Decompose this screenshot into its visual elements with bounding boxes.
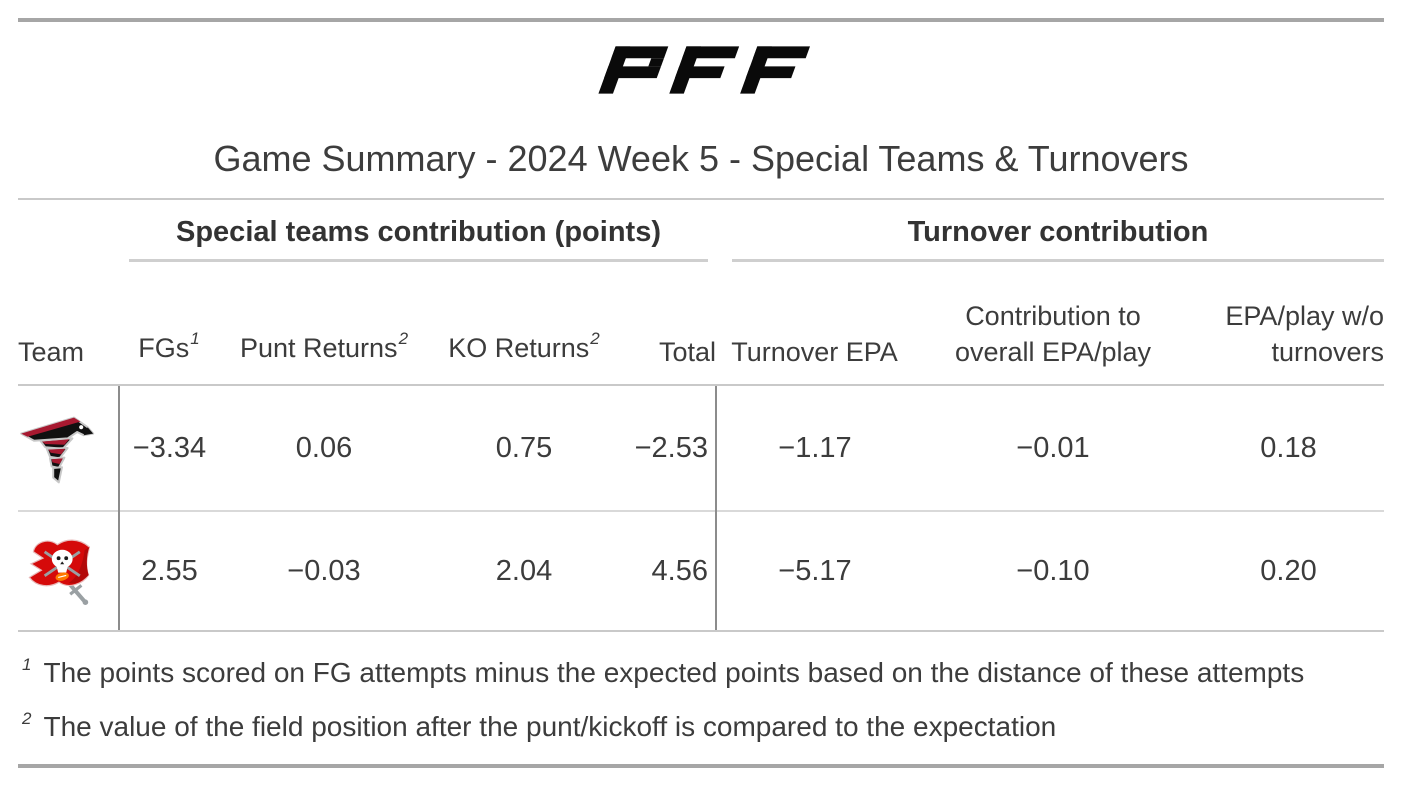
footnote-ref-2: 2 bbox=[398, 329, 409, 348]
page-title: Game Summary - 2024 Week 5 - Special Tea… bbox=[213, 138, 1189, 179]
table-row-falcons: −3.34 0.06 0.75 −2.53 −1.17 −0.01 0.18 bbox=[18, 385, 1384, 511]
cell-buccaneers-punt-returns: −0.03 bbox=[219, 510, 429, 632]
column-header-ko-returns-label: KO Returns bbox=[448, 333, 590, 363]
footnote-1-text: The points scored on FG attempts minus t… bbox=[43, 657, 1305, 688]
cell-falcons-epa-wo: 0.18 bbox=[1260, 431, 1317, 464]
cell-falcons-turnover-epa: −1.17 bbox=[778, 431, 852, 464]
column-header-total: Total bbox=[619, 262, 716, 386]
column-header-turnover-epa: Turnover EPA bbox=[716, 262, 913, 386]
group-label-turnover: Turnover contribution bbox=[732, 202, 1384, 262]
group-label-special-teams: Special teams contribution (points) bbox=[129, 202, 708, 262]
footnote-ref-2: 2 bbox=[590, 329, 600, 348]
team-cell-falcons bbox=[18, 385, 120, 511]
group-header-spacer bbox=[18, 200, 119, 262]
table-row-buccaneers: 2.55 −0.03 2.04 4.56 −5.17 −0.10 0.20 bbox=[18, 510, 1384, 632]
column-header-ko-returns: KO Returns2 bbox=[429, 262, 619, 386]
cell-buccaneers-fgs: 2.55 bbox=[119, 510, 219, 632]
column-header-row: Team FGs1 Punt Returns2 KO Returns2 Tota… bbox=[18, 262, 1384, 386]
footnote-2: 2 The value of the field position after t… bbox=[22, 709, 1384, 748]
team-cell-buccaneers bbox=[18, 510, 120, 632]
footnote-2-text: The value of the field position after th… bbox=[43, 711, 1057, 742]
cell-falcons-punt-returns: 0.06 bbox=[295, 431, 353, 464]
footnote-1: 1 The points scored on FG attempts minus … bbox=[22, 655, 1384, 694]
group-header-turnover: Turnover contribution bbox=[716, 200, 1384, 262]
top-divider bbox=[18, 18, 1384, 22]
column-header-epa-wo-line2: turnovers bbox=[1271, 337, 1384, 367]
footnote-2-marker: 2 bbox=[22, 709, 32, 728]
cell-falcons-fgs: −3.34 bbox=[132, 431, 207, 464]
stats-table: Special teams contribution (points) Turn… bbox=[18, 200, 1384, 632]
column-header-contribution-line2: overall EPA/play bbox=[954, 337, 1152, 367]
buccaneers-logo-icon bbox=[28, 539, 91, 605]
bottom-divider bbox=[18, 764, 1384, 768]
column-header-fgs: FGs1 bbox=[119, 262, 219, 386]
group-header-special-teams: Special teams contribution (points) bbox=[119, 200, 716, 262]
cell-falcons-contribution: −0.01 bbox=[1016, 431, 1090, 464]
pff-logo bbox=[18, 42, 1384, 100]
column-header-team: Team bbox=[18, 262, 119, 386]
cell-buccaneers-turnover-epa: −5.17 bbox=[716, 510, 913, 632]
column-header-contribution-line1: Contribution to bbox=[965, 301, 1141, 331]
cell-buccaneers-epa-wo: 0.20 bbox=[1193, 510, 1384, 632]
cell-buccaneers-contribution: −0.10 bbox=[913, 510, 1193, 632]
title-rule bbox=[18, 198, 1384, 200]
footnote-1-marker: 1 bbox=[22, 655, 32, 674]
column-header-punt-returns-label: Punt Returns bbox=[239, 333, 398, 363]
footnote-ref-1: 1 bbox=[190, 329, 200, 348]
column-header-epa-wo-turnovers: EPA/play w/o turnovers bbox=[1193, 262, 1384, 386]
group-header-row: Special teams contribution (points) Turn… bbox=[18, 200, 1384, 262]
report-frame: Game Summary - 2024 Week 5 - Special Tea… bbox=[18, 18, 1384, 768]
cell-buccaneers-total: 4.56 bbox=[619, 510, 717, 632]
cell-buccaneers-ko-returns: 2.04 bbox=[429, 510, 619, 632]
pff-logo-icon bbox=[598, 46, 810, 94]
column-header-fgs-label: FGs bbox=[138, 333, 190, 363]
cell-falcons-total: −2.53 bbox=[619, 385, 717, 511]
column-header-contribution: Contribution to overall EPA/play bbox=[913, 262, 1193, 386]
column-header-epa-wo-line1: EPA/play w/o bbox=[1225, 301, 1384, 331]
falcons-logo-icon bbox=[20, 416, 95, 484]
column-header-punt-returns: Punt Returns2 bbox=[219, 262, 429, 386]
cell-falcons-ko-returns: 0.75 bbox=[495, 431, 553, 464]
